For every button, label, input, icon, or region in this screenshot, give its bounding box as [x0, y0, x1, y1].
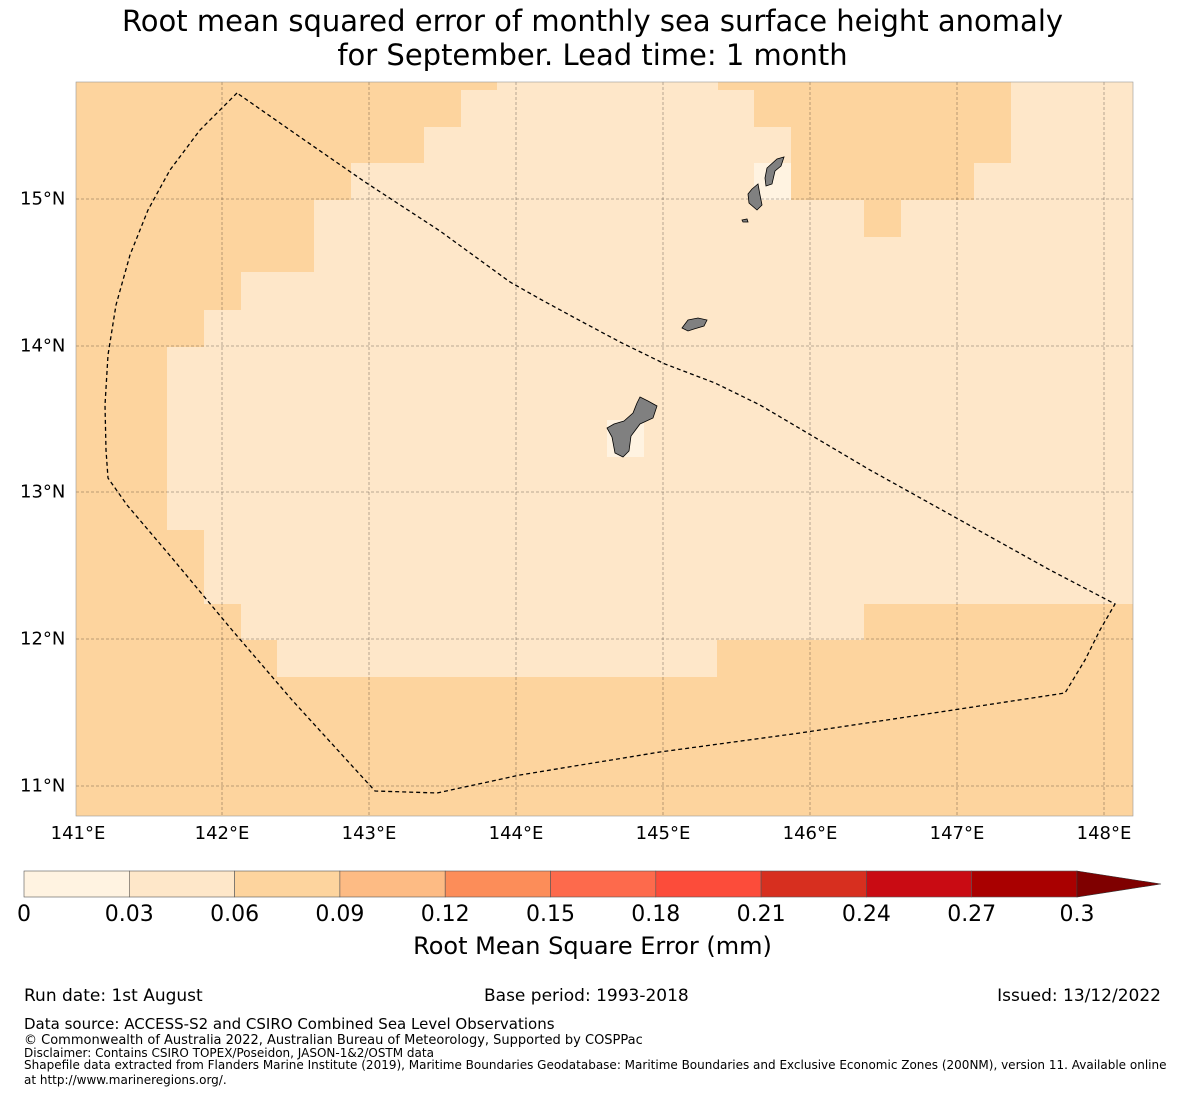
lat-label-12n: 12°N [20, 628, 66, 650]
colorbar-extend-arrow [1076, 870, 1162, 898]
base-period: Base period: 1993-2018 [484, 986, 689, 1006]
colorbar-segment [760, 870, 867, 898]
colorbar-segments [23, 870, 1162, 898]
colorbar-segment [655, 870, 762, 898]
colorbar-tick-label: 0.03 [104, 902, 154, 927]
tinian-island [747, 183, 763, 211]
lon-label-142e: 142°E [194, 823, 250, 844]
colorbar-tick-label: 0.09 [315, 902, 365, 927]
run-date: Run date: 1st August [24, 986, 203, 1006]
colorbar-tick-label: 0.21 [736, 902, 786, 927]
ocean-region-mid-west [76, 82, 1133, 816]
colorbar-segment [866, 870, 973, 898]
colorbar-tick-label: 0.12 [420, 902, 470, 927]
ocean-region-mid-northeast [718, 82, 1011, 237]
saipan-island [764, 156, 785, 187]
colorbar-segment [129, 870, 235, 898]
colorbar-tick-label: 0.24 [841, 902, 891, 927]
colorbar-label: Root Mean Square Error (mm) [413, 932, 772, 960]
title-line-1: Root mean squared error of monthly sea s… [121, 4, 1064, 38]
map-frame [75, 81, 1134, 817]
colorbar-tick-label: 0.3 [1059, 902, 1095, 927]
guam-island [606, 396, 658, 458]
colorbar-segment [339, 870, 446, 898]
colorbar-segment [23, 870, 130, 898]
gridlines [76, 82, 1133, 816]
title-line-2: for September. Lead time: 1 month [337, 38, 848, 72]
lon-label-148e: 148°E [1076, 823, 1132, 844]
disclaimer: Disclaimer: Contains CSIRO TOPEX/Poseido… [24, 1046, 434, 1060]
colorbar-segment [971, 870, 1078, 898]
copyright: © Commonwealth of Australia 2022, Austra… [24, 1033, 643, 1048]
lon-label-147e: 147°E [929, 823, 985, 844]
lon-label-143e: 143°E [341, 823, 397, 844]
colorbar-segment [234, 870, 341, 898]
colorbar-segment [444, 870, 551, 898]
shapefile-credit: Shapefile data extracted from Flanders M… [24, 1058, 1167, 1072]
data-source: Data source: ACCESS-S2 and CSIRO Combine… [24, 1015, 555, 1033]
colorbar-segment [550, 870, 657, 898]
lon-label-145e: 145°E [635, 823, 691, 844]
colorbar-tick-label: 0.15 [526, 902, 575, 927]
shapefile-url: at http://www.marineregions.org/. [24, 1073, 227, 1087]
lat-label-14n: 14°N [20, 335, 66, 357]
colorbar-tick-label: 0.06 [210, 902, 260, 927]
rmse-map [75, 81, 1134, 817]
lon-label-141e: 141°E [50, 823, 106, 844]
rota-island [681, 317, 708, 332]
colorbar-tick-label: 0.18 [631, 902, 681, 927]
rmse-field [76, 82, 1133, 816]
land-masses [606, 156, 785, 458]
lat-label-15n: 15°N [20, 188, 66, 210]
lon-label-144e: 144°E [488, 823, 544, 844]
colorbar-tick-label: 0 [17, 902, 31, 927]
aguijan-island [741, 218, 749, 223]
colorbar-tick-label: 0.27 [947, 902, 997, 927]
lat-label-13n: 13°N [20, 481, 66, 503]
issued-date: Issued: 13/12/2022 [997, 986, 1161, 1006]
chart-title: Root mean squared error of monthly sea s… [0, 4, 1185, 72]
lon-label-146e: 146°E [782, 823, 838, 844]
lat-label-11n: 11°N [20, 775, 66, 797]
